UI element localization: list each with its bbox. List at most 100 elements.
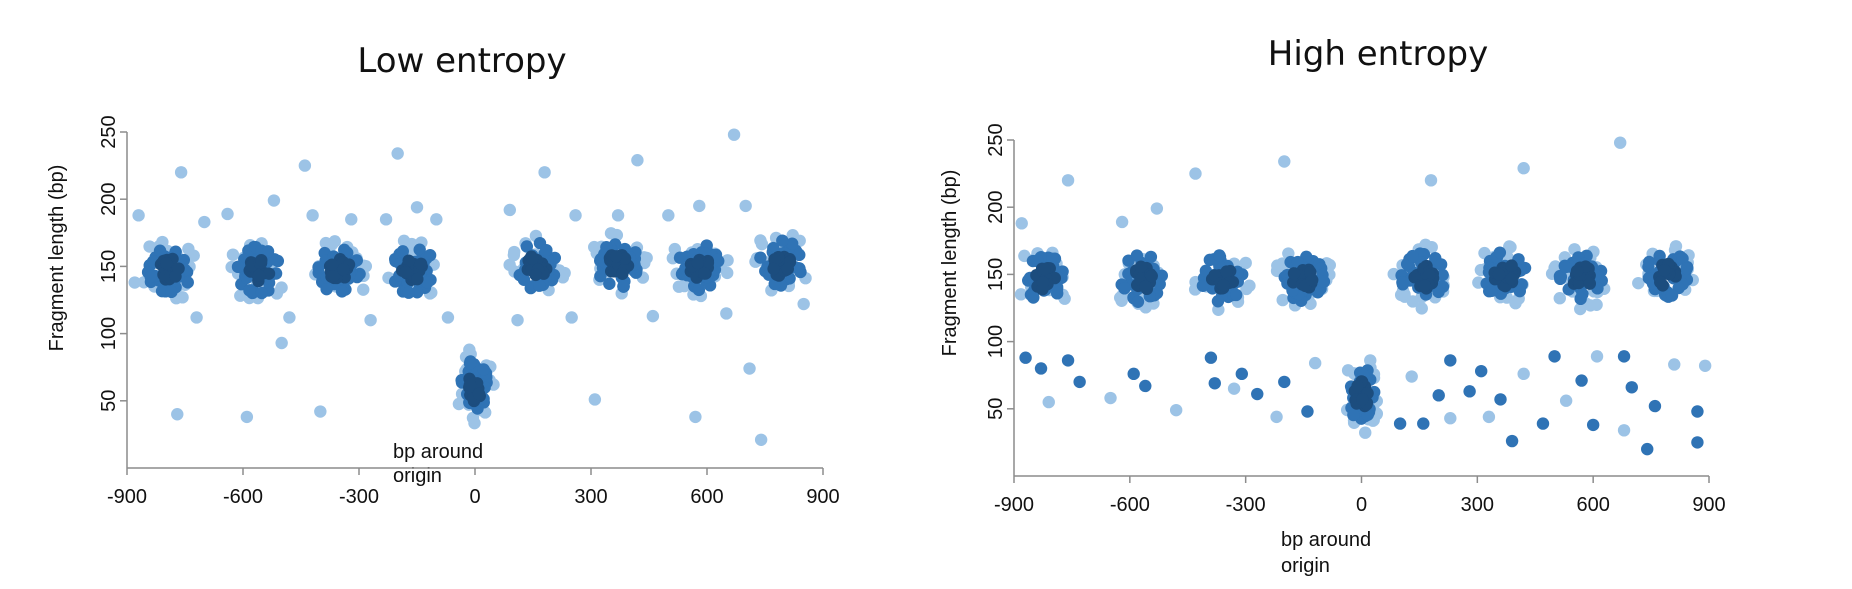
scatter-point bbox=[275, 281, 288, 294]
points-group bbox=[128, 128, 812, 446]
scatter-point bbox=[1113, 291, 1127, 304]
scatter-point bbox=[1698, 359, 1712, 372]
scatter-point bbox=[721, 254, 734, 267]
x-axis-label-line-2: origin bbox=[1281, 555, 1330, 577]
scatter-point bbox=[646, 309, 660, 323]
scatter-point bbox=[1654, 276, 1667, 289]
scatter-point bbox=[1139, 280, 1152, 293]
scatter-point bbox=[190, 311, 203, 324]
scatter-point bbox=[1073, 375, 1086, 389]
scatter-point bbox=[1548, 350, 1561, 363]
scatter-point bbox=[306, 209, 319, 222]
scatter-point bbox=[1432, 389, 1445, 402]
scatter-point bbox=[631, 154, 644, 167]
scatter-point bbox=[174, 166, 188, 179]
scatter-point bbox=[1517, 162, 1530, 175]
scatter-point bbox=[414, 257, 428, 271]
y-tick-label: 250 bbox=[985, 123, 1007, 156]
scatter-point bbox=[739, 199, 752, 213]
scatter-point bbox=[533, 279, 546, 292]
scatter-point bbox=[1691, 405, 1704, 418]
scatter-point bbox=[1492, 268, 1506, 281]
scatter-point bbox=[1306, 273, 1319, 287]
scatter-point bbox=[1243, 279, 1256, 292]
scatter-point bbox=[1015, 217, 1028, 230]
chart-title: Low entropy bbox=[357, 41, 566, 81]
scatter-point bbox=[520, 240, 534, 253]
scatter-point bbox=[588, 393, 602, 406]
scatter-point bbox=[594, 269, 607, 283]
scatter-point bbox=[1213, 249, 1226, 262]
scatter-point bbox=[1642, 255, 1656, 269]
scatter-point bbox=[526, 252, 539, 265]
scatter-point bbox=[1648, 399, 1662, 413]
scatter-point bbox=[611, 209, 625, 222]
scatter-point bbox=[472, 387, 486, 401]
scatter-point bbox=[1436, 268, 1449, 282]
scatter-point bbox=[1515, 278, 1528, 291]
scatter-point bbox=[1474, 364, 1488, 378]
scatter-point bbox=[441, 311, 455, 324]
scatter-point bbox=[411, 272, 424, 286]
scatter-point bbox=[1505, 434, 1519, 448]
scatter-point bbox=[477, 363, 490, 376]
scatter-point bbox=[357, 283, 370, 296]
scatter-point bbox=[1196, 279, 1210, 292]
scatter-point bbox=[391, 147, 404, 160]
scatter-point bbox=[1211, 295, 1225, 308]
scatter-point bbox=[754, 251, 767, 264]
scatter-point bbox=[402, 254, 415, 267]
scatter-point bbox=[198, 215, 211, 229]
scatter-point bbox=[1061, 174, 1075, 187]
scatter-point bbox=[1432, 285, 1445, 299]
x-tick-label: 0 bbox=[469, 486, 480, 508]
scatter-point bbox=[1680, 262, 1693, 275]
scatter-point bbox=[1517, 367, 1530, 381]
scatter-point bbox=[172, 262, 185, 275]
scatter-point bbox=[402, 286, 415, 299]
scatter-point bbox=[1104, 391, 1117, 405]
scatter-point bbox=[1658, 264, 1671, 277]
scatter-point bbox=[1394, 288, 1408, 302]
scatter-point bbox=[364, 313, 377, 327]
scatter-point bbox=[1493, 246, 1507, 259]
y-axis-label: Fragment length (bp) bbox=[939, 170, 961, 357]
scatter-point bbox=[1418, 279, 1431, 292]
scatter-point bbox=[1393, 417, 1407, 430]
x-tick-label: 600 bbox=[690, 486, 723, 508]
x-tick-label: 900 bbox=[806, 486, 839, 508]
scatter-point bbox=[283, 311, 296, 324]
scatter-point bbox=[1061, 354, 1075, 367]
scatter-point bbox=[1417, 417, 1430, 430]
scatter-point bbox=[793, 248, 806, 262]
scatter-point bbox=[327, 269, 341, 282]
scatter-point bbox=[143, 240, 156, 253]
scatter-point bbox=[1220, 265, 1233, 278]
scatter-point bbox=[507, 248, 521, 262]
scatter-point bbox=[1356, 393, 1369, 406]
scatter-point bbox=[1632, 276, 1645, 290]
scatter-point bbox=[397, 234, 411, 248]
scatter-point bbox=[517, 273, 531, 286]
scatter-point bbox=[503, 203, 516, 217]
y-tick-label: 100 bbox=[98, 317, 120, 350]
scatter-point bbox=[1050, 283, 1064, 296]
scatter-point bbox=[1038, 262, 1051, 276]
scatter-point bbox=[755, 237, 769, 251]
scatter-point bbox=[463, 357, 477, 370]
scatter-point bbox=[692, 283, 706, 297]
scatter-point bbox=[1150, 202, 1164, 215]
scatter-point bbox=[1036, 276, 1050, 289]
x-tick-label: 0 bbox=[1356, 494, 1367, 516]
scatter-point bbox=[678, 279, 691, 293]
scatter-point bbox=[529, 268, 542, 282]
x-tick-label: 900 bbox=[1692, 494, 1725, 516]
scatter-point bbox=[609, 250, 623, 263]
scatter-point bbox=[797, 297, 810, 311]
scatter-point bbox=[1287, 267, 1301, 280]
scatter-point bbox=[231, 260, 245, 274]
scatter-point bbox=[689, 410, 702, 424]
scatter-point bbox=[262, 267, 276, 280]
scatter-point bbox=[1617, 350, 1631, 363]
scatter-point bbox=[155, 284, 169, 298]
